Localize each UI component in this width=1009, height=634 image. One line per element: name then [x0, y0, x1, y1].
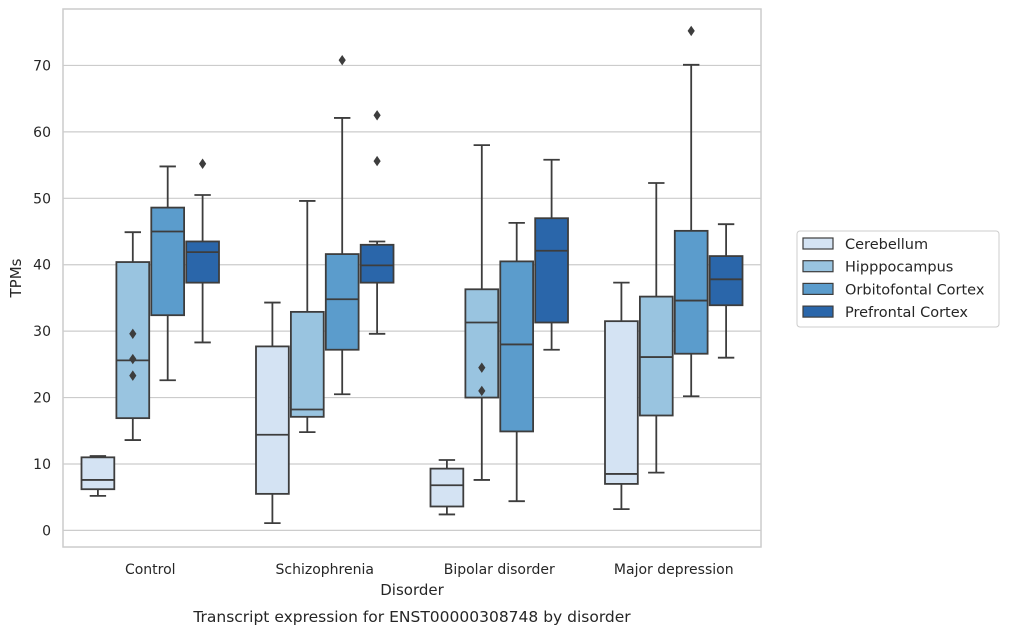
iqr-box — [604, 320, 639, 485]
y-tick-label: 30 — [33, 324, 51, 340]
iqr-box — [359, 243, 395, 284]
legend-label: Cerebellum — [845, 237, 928, 253]
legend-label: Prefrontal Cortex — [845, 305, 968, 321]
outlier-point — [373, 110, 381, 121]
iqr-box — [673, 229, 709, 355]
legend-label: Orbitofontal Cortex — [845, 282, 985, 298]
legend-swatch — [802, 282, 834, 295]
box-prefrontal-cortex — [359, 110, 395, 335]
iqr-box — [464, 288, 500, 399]
iqr-box — [255, 345, 290, 495]
legend-label: Hipppocampus — [845, 260, 953, 276]
legend-swatch — [802, 237, 834, 250]
iqr-box — [324, 253, 360, 351]
box-orbitofontal-cortex — [673, 25, 709, 398]
box-hipppocampus — [289, 200, 325, 433]
y-tick-label: 60 — [33, 125, 51, 141]
outlier-point — [338, 54, 346, 66]
box-prefrontal-cortex — [534, 158, 569, 351]
box-series — [80, 25, 744, 524]
iqr-box — [289, 310, 325, 418]
box-cerebellum — [429, 459, 465, 516]
iqr-box — [499, 260, 535, 433]
y-tick-label: 70 — [33, 58, 51, 74]
x-tick-label: Schizophrenia — [276, 562, 374, 578]
legend-swatch — [802, 305, 834, 318]
iqr-box — [150, 206, 186, 317]
iqr-box — [115, 261, 151, 420]
legend-swatch — [802, 260, 834, 273]
outlier-point — [478, 362, 486, 373]
box-cerebellum — [255, 301, 290, 524]
box-hipppocampus — [638, 182, 674, 474]
outlier-point — [687, 25, 695, 37]
box-cerebellum — [80, 455, 116, 497]
iqr-box — [80, 456, 116, 491]
plot-area-frame — [62, 8, 762, 548]
x-axis-label: Disorder — [380, 581, 444, 599]
y-tick-label: 20 — [33, 391, 51, 407]
y-tick-label: 0 — [42, 523, 51, 539]
y-tick-label: 10 — [33, 457, 51, 473]
box-orbitofontal-cortex — [150, 165, 186, 382]
y-tick-labels: 0 10 20 30 40 50 60 70 — [33, 58, 51, 539]
box-orbitofontal-cortex — [499, 221, 535, 503]
box-hipppocampus — [464, 144, 500, 481]
box-cerebellum — [604, 281, 639, 511]
iqr-box — [534, 217, 569, 324]
outlier-point — [199, 158, 207, 169]
y-tick-label: 50 — [33, 191, 51, 207]
iqr-box — [708, 255, 744, 307]
legend: Cerebellum Hipppocampus Orbitofontal Corte… — [796, 230, 1000, 328]
y-axis-label: TPMs — [7, 258, 25, 298]
x-tick-label: Major depression — [614, 562, 734, 578]
x-tick-labels: Control Schizophrenia Bipolar disorder Majo… — [125, 562, 734, 578]
iqr-box — [185, 240, 220, 284]
box-prefrontal-cortex — [708, 223, 744, 359]
outlier-point — [129, 353, 137, 365]
y-tick-label: 40 — [33, 258, 51, 274]
outlier-point — [373, 155, 381, 167]
box-orbitofontal-cortex — [324, 54, 360, 396]
box-prefrontal-cortex — [185, 158, 220, 344]
x-tick-label: Control — [125, 562, 176, 578]
iqr-box — [638, 295, 674, 417]
iqr-box — [429, 467, 465, 508]
outlier-point — [478, 385, 486, 397]
x-tick-label: Bipolar disorder — [444, 562, 555, 578]
box-hipppocampus — [115, 231, 151, 441]
outlier-point — [129, 370, 137, 381]
chart-caption: Transcript expression for ENST0000030874… — [192, 608, 631, 626]
legend-frame — [796, 230, 1000, 328]
outlier-point — [129, 328, 137, 339]
